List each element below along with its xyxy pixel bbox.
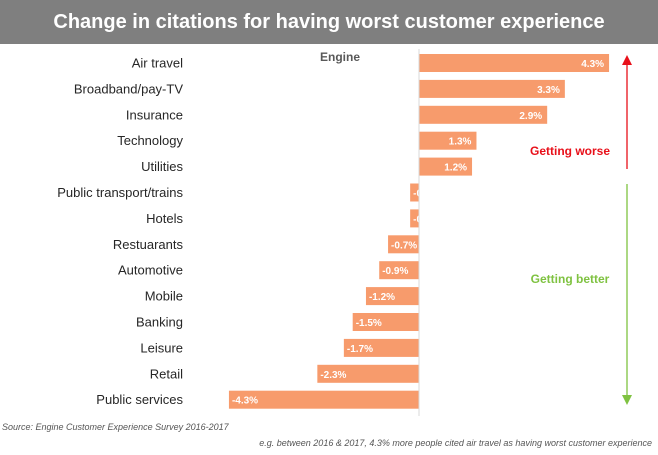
- bar-12: [317, 364, 419, 383]
- data-label: 1.2%: [444, 163, 467, 174]
- category-label: Banking: [136, 315, 183, 330]
- data-label: -0.2%: [413, 189, 439, 200]
- category-label: Automotive: [118, 263, 183, 278]
- data-label: -4.3%: [232, 396, 258, 407]
- bar-chart: Engine Air travel 4.3% Broadband/pay-TV 3.3%…: [57, 49, 632, 416]
- data-label: -0.9%: [382, 266, 408, 277]
- bar-4: [419, 157, 473, 176]
- category-label: Public transport/trains: [57, 185, 183, 200]
- bar-5: [410, 183, 419, 202]
- getting-worse-label: Getting worse: [530, 144, 610, 158]
- brand-label: Engine: [320, 50, 360, 64]
- data-label: -0.2%: [413, 214, 439, 225]
- data-label: 1.3%: [449, 137, 472, 148]
- bar-10: [352, 313, 419, 331]
- bar-9: [365, 287, 419, 306]
- category-label: Public services: [96, 392, 183, 407]
- better-arrowhead: [622, 395, 632, 405]
- category-label: Leisure: [140, 340, 183, 355]
- data-label: -1.7%: [347, 344, 373, 355]
- category-label: Broadband/pay-TV: [74, 81, 183, 96]
- bar-6: [410, 209, 419, 228]
- bar-11: [343, 338, 419, 357]
- getting-better-label: Getting better: [531, 272, 610, 286]
- category-label: Technology: [117, 133, 183, 148]
- category-label: Mobile: [145, 289, 183, 304]
- data-label: -2.3%: [320, 370, 346, 381]
- bar-0: [419, 54, 610, 72]
- category-label: Retail: [150, 366, 183, 381]
- category-label: Hotels: [146, 211, 183, 226]
- bar-2: [419, 105, 548, 124]
- data-label: 3.3%: [537, 85, 560, 96]
- category-label: Utilities: [141, 159, 183, 174]
- data-label: 4.3%: [581, 59, 604, 70]
- data-label: -1.2%: [369, 292, 395, 303]
- category-label: Air travel: [132, 56, 183, 71]
- bar-1: [419, 79, 565, 98]
- bar-7: [388, 235, 419, 254]
- bar-3: [419, 131, 477, 150]
- data-label: -1.5%: [356, 318, 382, 329]
- bar-8: [379, 261, 419, 280]
- source-note: Source: Engine Customer Experience Surve…: [2, 422, 229, 432]
- chart-title-bar: Change in citations for having worst cus…: [0, 0, 658, 44]
- chart-title: Change in citations for having worst cus…: [53, 10, 605, 33]
- data-label: -0.7%: [391, 240, 417, 251]
- category-label: Restuarants: [113, 237, 184, 252]
- example-note: e.g. between 2016 & 2017, 4.3% more peop…: [259, 438, 652, 448]
- bar-13: [228, 390, 419, 409]
- worse-arrowhead: [622, 55, 632, 65]
- category-label: Insurance: [126, 107, 183, 122]
- data-label: 2.9%: [519, 111, 542, 122]
